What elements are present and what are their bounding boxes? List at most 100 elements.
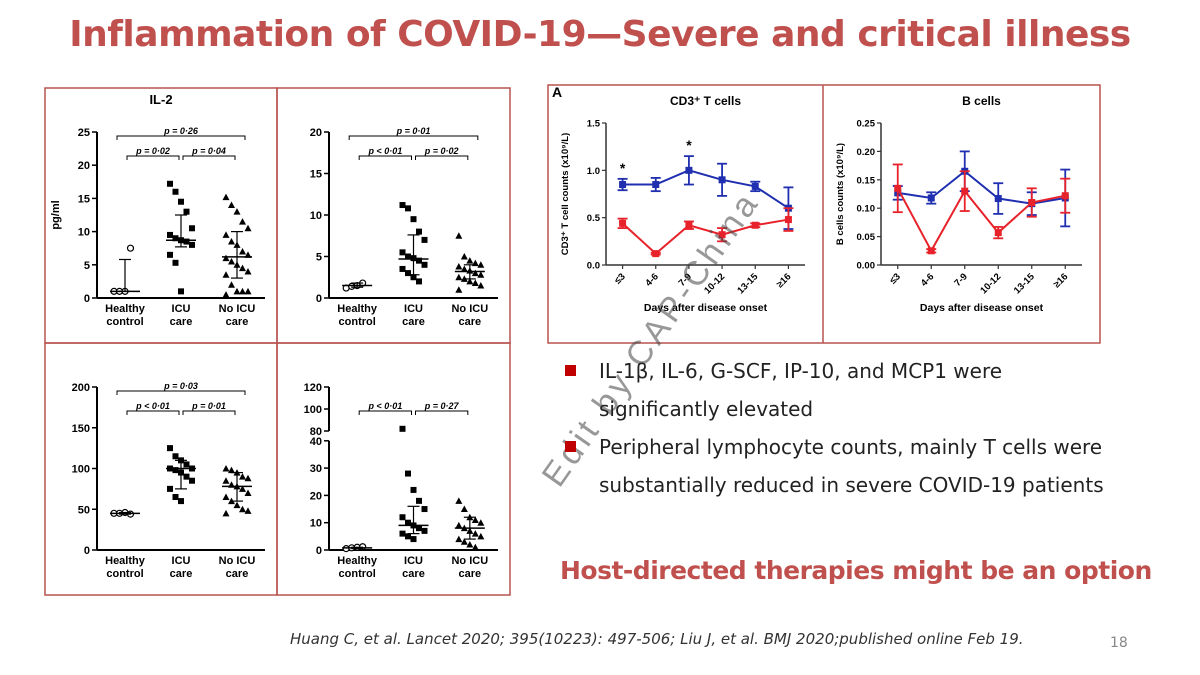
data-point — [718, 176, 726, 184]
p-value: p = 0·03 — [163, 381, 198, 391]
y-tick-label: 20 — [310, 490, 322, 502]
data-point — [222, 254, 230, 262]
data-point — [471, 530, 479, 537]
data-point — [421, 527, 428, 534]
data-point — [455, 273, 463, 281]
data-point — [178, 198, 184, 205]
data-point — [927, 247, 935, 255]
x-tick-label-box: ICU care — [402, 555, 425, 580]
data-point — [466, 541, 474, 548]
data-point — [228, 466, 235, 474]
x-tick-label: 13-15 — [1012, 271, 1037, 296]
data-point — [421, 261, 428, 268]
data-point — [239, 485, 246, 492]
data-point — [222, 231, 230, 238]
p-value: p < 0·01 — [367, 146, 402, 156]
data-point — [239, 505, 246, 513]
data-point — [222, 477, 230, 484]
data-point — [399, 530, 406, 537]
y-tick-label: 10 — [310, 210, 322, 222]
x-tick-label-box: ICU care — [402, 303, 425, 328]
page-number: 18 — [1110, 635, 1128, 651]
p-value: p = 0·04 — [191, 146, 226, 156]
data-point — [416, 228, 422, 235]
data-point — [455, 286, 463, 293]
x-tick-label-box: ICU care — [169, 303, 193, 328]
x-tick-label: 4-6 — [643, 271, 660, 288]
data-point — [652, 181, 660, 189]
data-point — [619, 181, 627, 189]
x-tick-label: ICU care — [169, 555, 193, 580]
data-point — [167, 251, 173, 258]
highlight-text: Host-directed therapies might be an opti… — [560, 556, 1152, 585]
y-tick-label: 10 — [310, 518, 322, 530]
data-point — [410, 274, 417, 281]
series-line — [621, 218, 789, 255]
y-tick-label: 30 — [310, 463, 322, 475]
data-point — [244, 474, 252, 482]
p-value: p = 0·27 — [424, 401, 460, 411]
data-point — [421, 506, 428, 513]
data-point — [399, 202, 406, 209]
data-point — [405, 205, 411, 212]
y-tick-label: 15 — [310, 169, 322, 181]
data-point — [416, 525, 422, 532]
bracket — [182, 155, 236, 160]
data-point — [477, 532, 485, 540]
data-point — [685, 166, 693, 174]
bracket — [358, 410, 412, 415]
bracket — [348, 135, 479, 140]
data-point — [471, 269, 479, 277]
chart-title: IL-2 — [149, 92, 172, 107]
data-point — [399, 514, 406, 521]
data-point — [718, 231, 726, 239]
data-point — [172, 259, 179, 266]
data-point — [244, 224, 252, 232]
x-axis-label: Days after disease onset — [644, 302, 768, 314]
x-tick-label: 10-12 — [978, 271, 1003, 296]
p-value: p = 0·02 — [424, 146, 459, 156]
x-tick-label: 4-6 — [919, 271, 936, 288]
data-point — [183, 473, 190, 480]
data-point — [244, 507, 252, 514]
citation: Huang C, et al. Lancet 2020; 395(10223):… — [290, 630, 1024, 648]
data-point — [228, 281, 235, 288]
bracket — [126, 155, 180, 160]
data-point — [410, 486, 417, 493]
x-tick-label: Healthy control — [337, 555, 378, 580]
data-point — [244, 267, 252, 275]
y-tick-label: 0.05 — [857, 232, 876, 243]
p-value: p = 0·01 — [191, 401, 226, 411]
data-point — [222, 493, 230, 501]
data-point — [233, 287, 241, 295]
data-point — [167, 231, 173, 238]
x-tick-label: ≤3 — [613, 271, 628, 286]
data-point — [239, 287, 246, 295]
y-tick-label: 200 — [72, 382, 90, 394]
data-point — [994, 229, 1002, 237]
data-point — [961, 187, 969, 195]
x-tick-label: No ICU care — [451, 555, 489, 580]
data-point — [399, 265, 406, 272]
data-point — [239, 218, 246, 225]
x-tick-label: No ICU care — [218, 303, 256, 328]
data-point — [167, 485, 173, 492]
x-tick-label-box: ICU care — [169, 555, 193, 580]
data-point — [178, 288, 184, 295]
data-point — [471, 516, 479, 523]
significance-mark: * — [686, 137, 692, 153]
x-axis-label: Days after disease onset — [920, 302, 1044, 314]
data-point — [189, 477, 195, 484]
y-tick-label: 0.20 — [857, 147, 876, 158]
x-tick-label-box: No ICU care — [218, 303, 256, 328]
x-tick-label: ICU care — [169, 303, 193, 328]
x-tick-label-box: No ICU care — [219, 555, 256, 580]
series-line — [622, 169, 789, 210]
y-tick-label: 0 — [316, 293, 322, 305]
data-point — [455, 262, 463, 270]
data-point — [178, 498, 184, 505]
data-point — [471, 279, 479, 287]
x-tick-label: ICU care — [402, 555, 425, 580]
y-axis-label: B cells counts (x10⁹/L) — [835, 143, 846, 245]
